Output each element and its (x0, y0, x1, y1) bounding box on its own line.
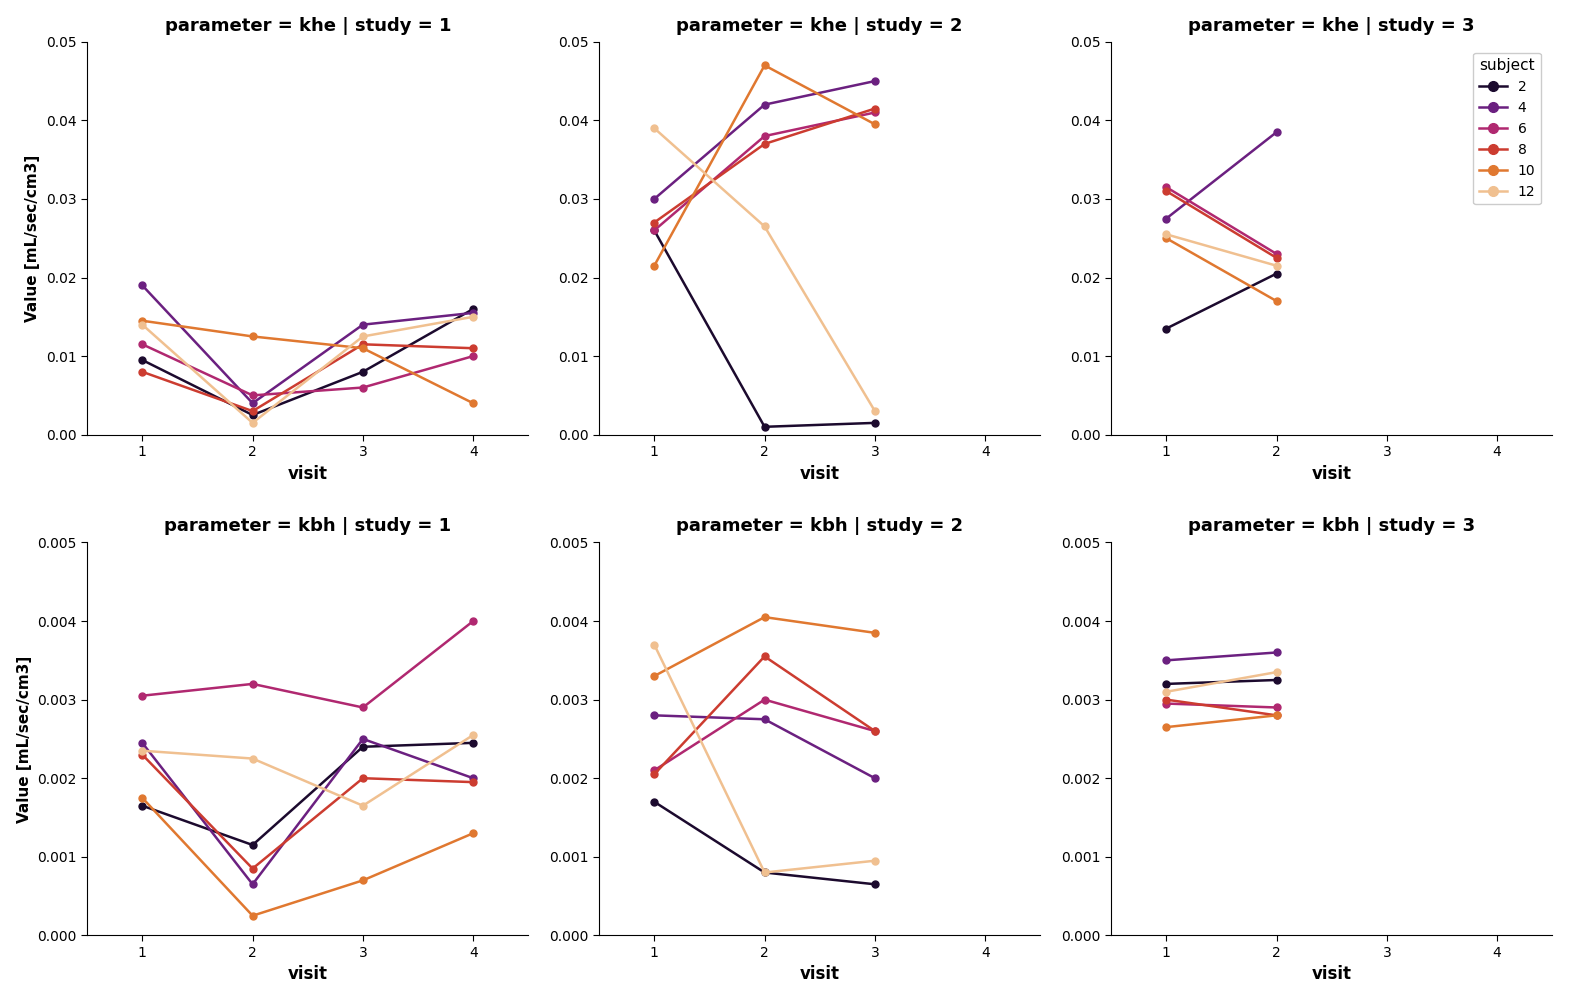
X-axis label: visit: visit (800, 965, 839, 983)
Title: parameter = kbh | study = 1: parameter = kbh | study = 1 (165, 517, 452, 535)
Title: parameter = khe | study = 2: parameter = khe | study = 2 (676, 17, 963, 35)
Title: parameter = khe | study = 3: parameter = khe | study = 3 (1188, 17, 1475, 35)
X-axis label: visit: visit (287, 465, 328, 483)
Title: parameter = kbh | study = 3: parameter = kbh | study = 3 (1188, 517, 1475, 535)
Legend: 2, 4, 6, 8, 10, 12: 2, 4, 6, 8, 10, 12 (1473, 53, 1541, 204)
X-axis label: visit: visit (287, 965, 328, 983)
X-axis label: visit: visit (1312, 465, 1352, 483)
Title: parameter = kbh | study = 2: parameter = kbh | study = 2 (676, 517, 963, 535)
X-axis label: visit: visit (1312, 965, 1352, 983)
Y-axis label: Value [mL/sec/cm3]: Value [mL/sec/cm3] (17, 655, 31, 823)
Y-axis label: Value [mL/sec/cm3]: Value [mL/sec/cm3] (25, 155, 41, 322)
Title: parameter = khe | study = 1: parameter = khe | study = 1 (165, 17, 450, 35)
X-axis label: visit: visit (800, 465, 839, 483)
